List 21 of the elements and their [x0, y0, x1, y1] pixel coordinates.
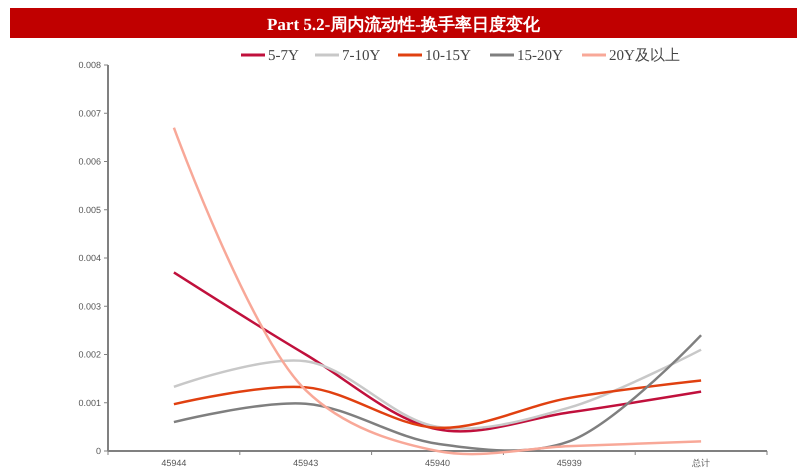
legend-label: 20Y及以上 — [609, 47, 680, 64]
y-tick-label: 0.002 — [78, 350, 101, 360]
chart-title: Part 5.2-周内流动性-换手率日度变化 — [267, 15, 541, 34]
legend-label: 7-10Y — [342, 48, 380, 64]
line-series — [172, 379, 702, 430]
y-tick-label: 0.003 — [78, 301, 101, 312]
y-tick-label: 0.008 — [78, 60, 101, 70]
x-tick-label: 总计 — [691, 458, 710, 468]
y-tick-label: 0.006 — [78, 156, 101, 166]
y-tick-label: 0.007 — [78, 108, 101, 118]
legend-label: 15-20Y — [517, 48, 563, 64]
legend-label: 10-15Y — [425, 48, 471, 64]
y-tick-label: 0.001 — [78, 398, 101, 408]
x-tick-label: 45944 — [161, 458, 186, 468]
y-tick-label: 0 — [96, 446, 101, 456]
legend-label: 5-7Y — [268, 48, 299, 64]
x-tick-label: 45943 — [293, 458, 318, 468]
x-tick-label: 45939 — [556, 458, 582, 468]
x-tick-label: 45940 — [424, 458, 450, 468]
y-tick-label: 0.004 — [78, 253, 101, 263]
y-tick-label: 0.005 — [78, 204, 101, 215]
